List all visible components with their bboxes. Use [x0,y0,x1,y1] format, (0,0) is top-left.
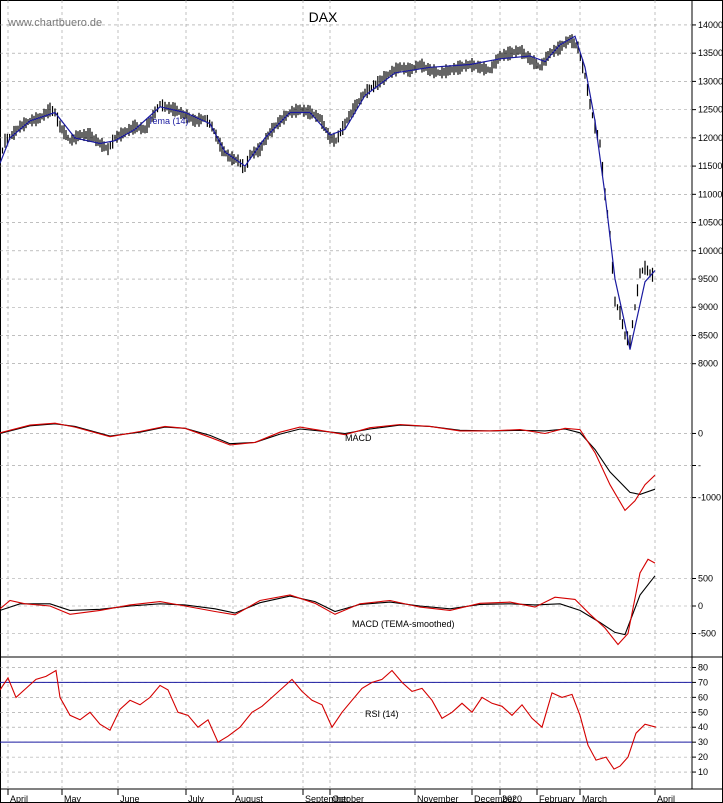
watermark: www.chartbuero.de [7,17,102,29]
month-label: July [188,794,205,803]
series-line [0,575,656,636]
tema-label: Tema (14) [148,116,189,126]
price-tick-label: 12500 [698,105,723,115]
price-tick-label: 11000 [698,189,722,199]
panel-label: RSI (14) [365,709,399,719]
panel-tick-label: 0 [698,601,703,611]
series-line [0,423,656,495]
panel-tick-label: 50 [698,707,708,717]
series-line [0,558,656,646]
month-label: June [120,794,140,803]
chart-marks: Tema (14) MACD MACD (TEMA-smoothed) RSI (14… [0,34,692,770]
series-line [0,422,656,512]
price-tick-label: 10000 [698,246,723,256]
grid-lines [0,0,692,789]
price-tick-label: 10500 [698,218,723,228]
price-tick-label: 8000 [698,359,718,369]
panel-tick-label: 70 [698,677,708,687]
panel-tick-label: 10 [698,767,708,777]
panel-tick-label: 60 [698,692,708,702]
month-label: December [474,794,516,803]
panel-tick-label: 20 [698,752,708,762]
panel-tick-label: 0 [698,428,703,438]
price-tick-label: 8500 [698,330,718,340]
month-label: April [657,794,675,803]
tema-line [0,35,656,350]
month-label: September [305,794,349,803]
price-tick-label: 9500 [698,274,718,284]
price-tick-label: 13500 [698,48,723,58]
month-label: February [539,794,576,803]
panel-tick-label: 30 [698,737,708,747]
price-tick-label: 13000 [698,76,723,86]
month-label: November [417,794,459,803]
panel-tick-label: -1000 [698,493,721,503]
month-label: October [332,794,364,803]
month-label: May [64,794,82,803]
panel-tick-label: 80 [698,662,708,672]
panel-tick-label: - [698,461,701,471]
month-label: August [235,794,264,803]
price-tick-label: 9000 [698,302,718,312]
panel-tick-label: 500 [698,574,713,584]
price-tick-label: 14000 [698,20,723,30]
month-label: 2020 [502,794,522,803]
month-label: April [10,794,28,803]
panel-label: MACD [345,433,372,443]
price-tick-label: 12000 [698,133,723,143]
panel-label: MACD (TEMA-smoothed) [352,619,455,629]
panel-tick-label: -500 [698,629,716,639]
month-label: March [582,794,607,803]
panel-tick-label: 40 [698,722,708,732]
chart-title: DAX [309,9,338,25]
series-line [0,669,657,770]
price-tick-label: 11500 [698,161,722,171]
